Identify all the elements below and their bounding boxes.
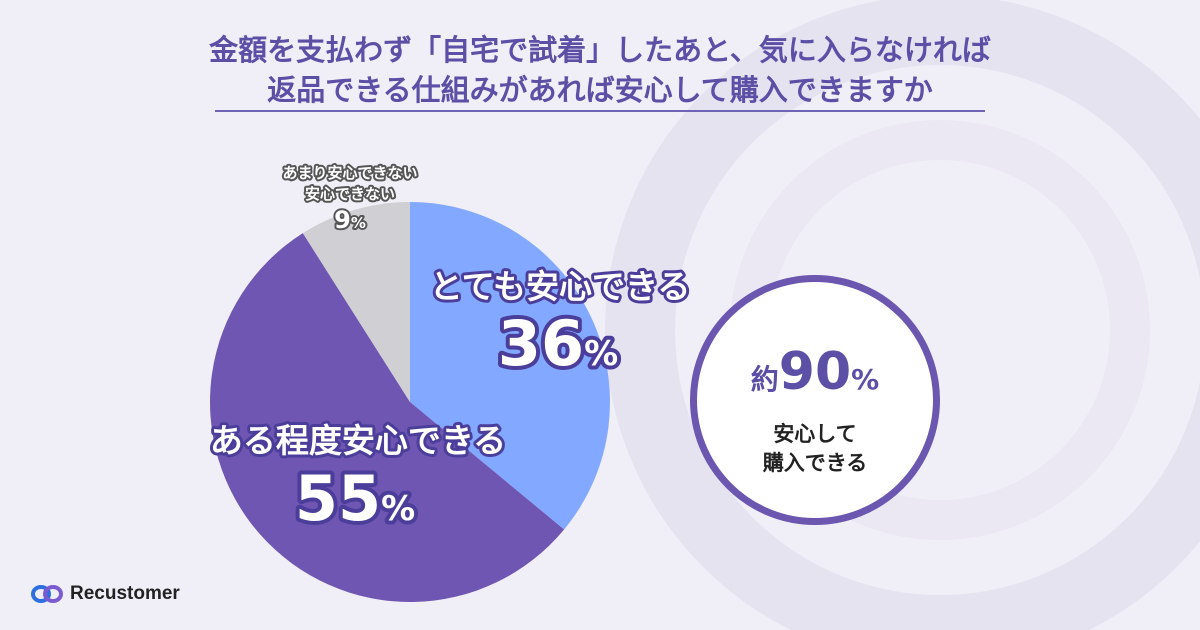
slice-label-not-reassured-line1: あまり安心できない — [282, 164, 417, 182]
brand-logo: Recustomer — [30, 582, 180, 606]
pie-slice-somewhat-reassured — [209, 233, 565, 603]
slice-value-unit: % — [584, 334, 618, 374]
summary-text: 安心して 購入できる — [697, 420, 933, 478]
pie-slice-very-reassured — [410, 202, 610, 530]
summary-badge: 約90% 安心して 購入できる — [690, 275, 940, 525]
chart-title: 金額を支払わず「自宅で試着」したあと、気に入らなければ 返品できる仕組みがあれば… — [0, 30, 1200, 110]
summary-unit: % — [851, 363, 880, 396]
slice-value-number: 9 — [334, 206, 351, 234]
slice-value-very-reassured: 36% — [498, 307, 618, 380]
slice-label-somewhat-reassured: ある程度安心できる — [210, 421, 506, 460]
slice-value-somewhat-reassured: 55% — [295, 462, 415, 535]
summary-value: 約90% — [697, 344, 933, 412]
slice-label-not-reassured-line2: 安心できない — [305, 185, 395, 203]
slice-value-not-reassured: 9% — [334, 206, 366, 234]
slice-value-number: 36 — [498, 307, 584, 380]
summary-line1: 安心して — [773, 422, 857, 446]
chart-title-line2: 返品できる仕組みがあれば安心して購入できますか — [267, 73, 933, 107]
recustomer-logo-icon — [31, 585, 63, 603]
brand-name: Recustomer — [70, 583, 180, 604]
summary-number: 90 — [778, 342, 852, 402]
title-underline — [215, 110, 985, 112]
summary-line2: 購入できる — [762, 451, 868, 475]
pie-slices — [209, 202, 610, 603]
slice-value-unit: % — [351, 214, 366, 232]
chart-title-line1: 金額を支払わず「自宅で試着」したあと、気に入らなければ — [209, 33, 991, 67]
slice-value-number: 55 — [295, 462, 381, 535]
pie-labels: とても安心できる 36% ある程度安心できる 55% あまり安心できない 安心で… — [207, 162, 694, 539]
slice-value-unit: % — [381, 489, 415, 529]
pie-slice-not-reassured — [302, 202, 410, 402]
slice-label-very-reassured: とても安心できる — [430, 267, 691, 306]
summary-prefix: 約 — [750, 363, 779, 396]
